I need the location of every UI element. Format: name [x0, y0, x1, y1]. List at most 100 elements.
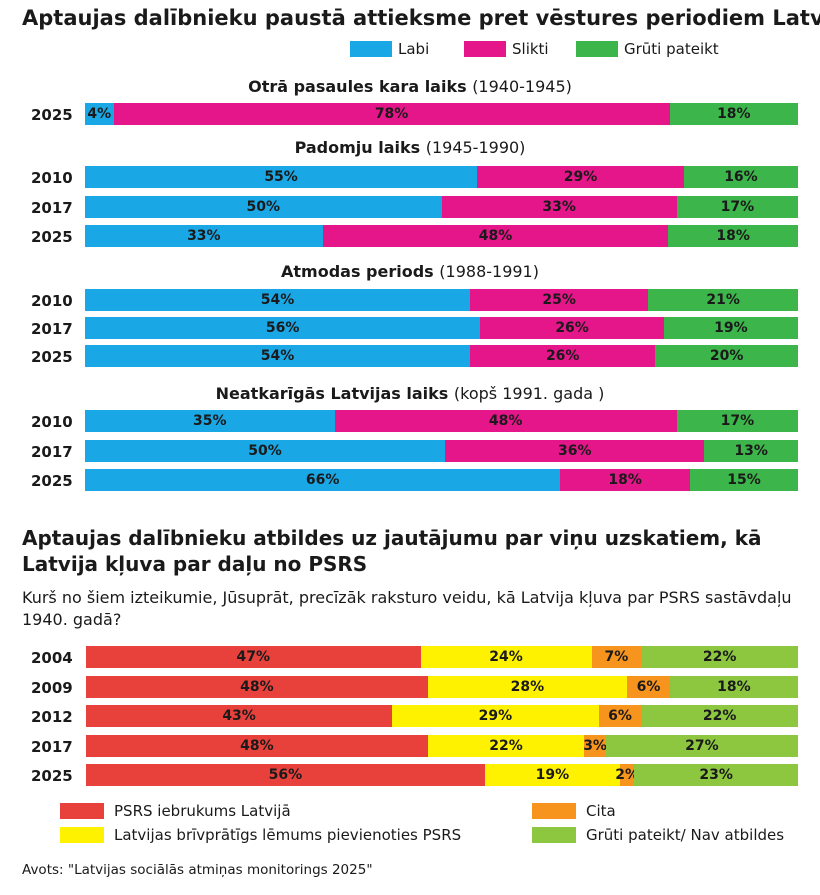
year-label: 2025	[31, 472, 73, 490]
bar-segment: 22%	[641, 646, 798, 668]
bar-segment: 55%	[85, 166, 478, 188]
year-label: 2012	[31, 708, 73, 726]
bar-segment: 54%	[85, 345, 471, 367]
bar-segment: 6%	[627, 676, 670, 698]
bar-segment: 50%	[85, 196, 442, 218]
bar-segment: 24%	[420, 646, 592, 668]
year-label: 2017	[31, 320, 73, 338]
bar-segment: 33%	[441, 196, 677, 218]
group-title-range: (kopš 1991. gada )	[453, 384, 605, 403]
bar-segment: 56%	[85, 317, 481, 339]
bar-segment: 19%	[484, 764, 620, 786]
legend-swatch	[60, 827, 104, 843]
year-label: 2017	[31, 738, 73, 756]
bar-segment: 56%	[86, 764, 485, 786]
group-title-range: (1940-1945)	[472, 77, 572, 96]
legend-swatch	[576, 41, 618, 57]
bar-segment: 48%	[86, 676, 428, 698]
group-title-name: Padomju laiks	[294, 138, 426, 157]
year-label: 2025	[31, 348, 73, 366]
legend-swatch	[532, 827, 576, 843]
year-label: 2010	[31, 292, 73, 310]
bar-segment: 54%	[85, 289, 471, 311]
year-label: 2010	[31, 413, 73, 431]
bar-segment: 20%	[655, 345, 798, 367]
legend2-item-gruti: Grūti pateikt/ Nav atbildes	[532, 826, 784, 844]
legend2-item-brivpratigs: Latvijas brīvprātīgs lēmums pievienoties…	[60, 826, 461, 844]
legend-swatch	[350, 41, 392, 57]
bar-segment: 19%	[663, 317, 798, 339]
bar-segment: 21%	[648, 289, 798, 311]
bar-segment: 25%	[470, 289, 649, 311]
legend-label: Cita	[586, 802, 616, 820]
group-title-name: Otrā pasaules kara laiks	[248, 77, 473, 96]
bar-segment: 29%	[392, 705, 599, 727]
year-label: 2009	[31, 679, 73, 697]
bar-segment: 47%	[86, 646, 421, 668]
bar-segment: 48%	[334, 410, 677, 432]
legend-swatch	[60, 803, 104, 819]
bar-segment: 33%	[85, 225, 323, 247]
bar-segment: 4%	[85, 103, 114, 125]
bar-segment: 29%	[477, 166, 684, 188]
legend-item-gruti: Grūti pateikt	[576, 40, 719, 58]
bar-segment: 26%	[480, 317, 664, 339]
legend2-item-cita: Cita	[532, 802, 616, 820]
group-title: Neatkarīgās Latvijas laiks (kopš 1991. g…	[0, 384, 820, 403]
bar-segment: 6%	[598, 705, 642, 727]
year-label: 2025	[31, 228, 73, 246]
year-label: 2004	[31, 649, 73, 667]
bar-segment: 22%	[427, 735, 585, 757]
bar-segment: 18%	[669, 676, 798, 698]
chart2-subtitle: Kurš no šiem izteikumie, Jūsuprāt, precī…	[22, 588, 792, 629]
bar-segment: 16%	[683, 166, 798, 188]
bar-segment: 17%	[676, 196, 798, 218]
group-title: Padomju laiks (1945-1990)	[0, 138, 820, 157]
year-label: 2025	[31, 767, 73, 785]
bar-segment: 78%	[113, 103, 670, 125]
bar-segment: 18%	[668, 225, 798, 247]
bar-segment: 26%	[470, 345, 656, 367]
bar-segment: 18%	[669, 103, 798, 125]
bar-segment: 28%	[427, 676, 628, 698]
legend-swatch	[464, 41, 506, 57]
bar-segment: 2%	[615, 764, 639, 786]
group-title: Atmodas periods (1988-1991)	[0, 262, 820, 281]
legend-label: Slikti	[512, 40, 549, 58]
chart2-title: Aptaujas dalībnieku atbildes uz jautājum…	[22, 526, 762, 576]
legend-label: Grūti pateikt	[624, 40, 719, 58]
year-label: 2017	[31, 443, 73, 461]
legend-item-slikti: Slikti	[464, 40, 549, 58]
legend-swatch	[532, 803, 576, 819]
year-label: 2010	[31, 169, 73, 187]
group-title-name: Atmodas periods	[281, 262, 440, 281]
source-note: Avots: "Latvijas sociālās atmiņas monito…	[22, 862, 373, 878]
bar-segment: 43%	[86, 705, 393, 727]
bar-segment: 36%	[445, 440, 705, 462]
group-title-range: (1945-1990)	[425, 138, 526, 157]
legend-label: PSRS iebrukums Latvijā	[114, 802, 291, 820]
bar-segment: 27%	[605, 735, 798, 757]
bar-segment: 7%	[591, 646, 642, 668]
legend-label: Latvijas brīvprātīgs lēmums pievienoties…	[114, 826, 462, 844]
bar-segment: 13%	[704, 440, 798, 462]
group-title: Otrā pasaules kara laiks (1940-1945)	[0, 77, 820, 96]
bar-segment: 23%	[634, 764, 798, 786]
legend-label: Grūti pateikt/ Nav atbildes	[586, 826, 785, 844]
bar-segment: 66%	[85, 469, 561, 491]
legend-item-labi: Labi	[350, 40, 429, 58]
year-label: 2025	[31, 106, 73, 124]
chart1-title: Aptaujas dalībnieku paustā attieksme pre…	[22, 6, 820, 30]
year-label: 2017	[31, 199, 73, 217]
bar-segment: 17%	[676, 410, 798, 432]
bar-segment: 48%	[322, 225, 669, 247]
legend2-item-psrs-iebrukums: PSRS iebrukums Latvijā	[60, 802, 291, 820]
bar-segment: 35%	[85, 410, 335, 432]
bar-segment: 15%	[689, 469, 798, 491]
group-title-name: Neatkarīgās Latvijas laiks	[215, 384, 454, 403]
legend-label: Labi	[398, 40, 430, 58]
bar-segment: 48%	[86, 735, 428, 757]
bar-segment: 18%	[560, 469, 690, 491]
bar-segment: 3%	[583, 735, 607, 757]
bar-segment: 22%	[641, 705, 798, 727]
